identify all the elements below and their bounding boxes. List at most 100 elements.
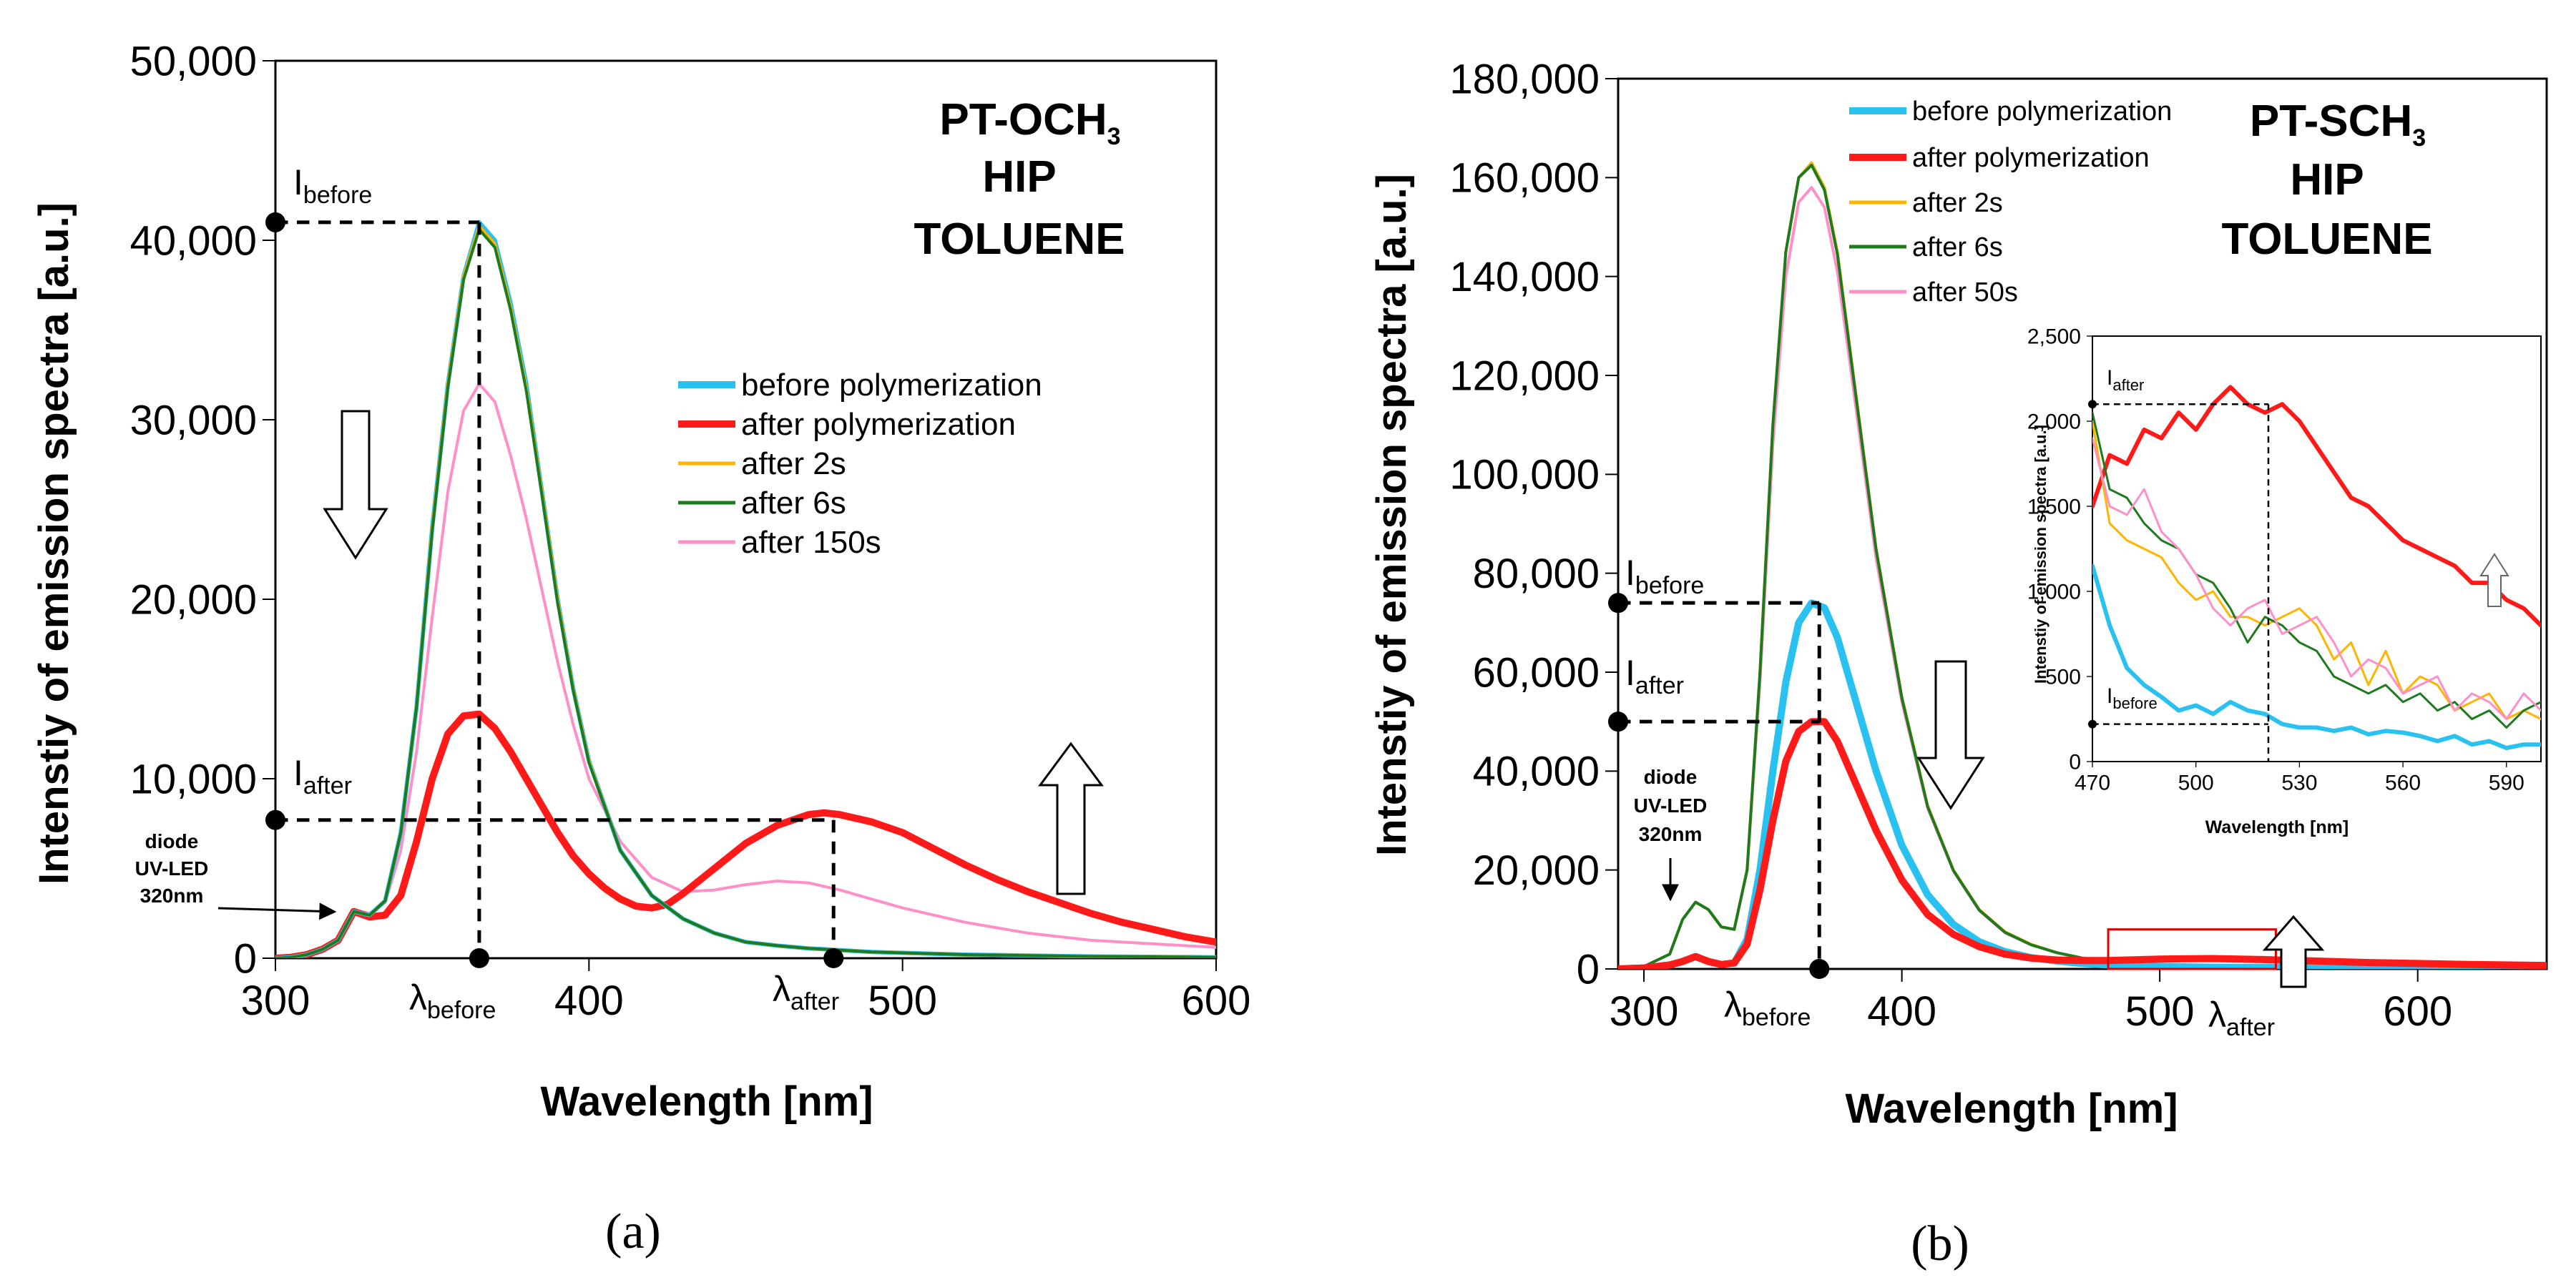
- panel-b-i-after-label: I: [1625, 653, 1635, 693]
- panel-b-i-after-dot: [1608, 712, 1628, 732]
- inset-y-tick-label: 0: [2069, 751, 2081, 774]
- svg-text:diode: diode: [1644, 766, 1698, 788]
- panel-b-x-tick-label: 400: [1867, 988, 1936, 1035]
- panel-b-legend-item-after: after polymerization: [1849, 143, 2150, 173]
- panel-b-x-tick-label: 600: [2383, 988, 2452, 1035]
- svg-text:λbefore: λbefore: [409, 978, 496, 1024]
- svg-text:after 6s: after 6s: [1912, 232, 2003, 262]
- panel-a-y-tick-label: 30,000: [130, 397, 257, 443]
- panel-a-title-line2: HIP: [982, 152, 1056, 202]
- panel-a-legend-item-150s: after 150s: [678, 525, 881, 560]
- panel-a-legend-item-before: before polymerization: [678, 368, 1042, 403]
- panel-b-plot-frame: [1617, 77, 2548, 970]
- panel-b-lambda-after-sub: after: [2226, 1014, 2275, 1041]
- panel-b-y-tick-label: 100,000: [1449, 452, 1600, 498]
- inset-x-tick-label: 560: [2385, 772, 2421, 795]
- panel-a-lambda-after-label: λ: [773, 969, 790, 1009]
- inset-y-tick-label: 500: [2045, 666, 2081, 689]
- panel-b-i-before-sub: before: [1635, 572, 1704, 599]
- svg-text:UV-LED: UV-LED: [135, 857, 209, 880]
- panel-a-y-tick-label: 10,000: [130, 756, 257, 802]
- panel-a-legend-item-6s: after 6s: [678, 486, 846, 521]
- panel-a-ylabel: Intenstiy of emission spectra [a.u.]: [31, 202, 77, 885]
- panel-b-y-tick-label: 160,000: [1449, 155, 1600, 202]
- panel-a-xlabel: Wavelength [nm]: [540, 1078, 873, 1125]
- svg-text:after polymerization: after polymerization: [1912, 143, 2150, 173]
- panel-a-lambda-after-sub: after: [790, 988, 839, 1015]
- panel-a-y-tick-label: 50,000: [130, 38, 257, 84]
- panel-a-i-before-dot: [265, 212, 285, 232]
- panel-a-series-after6s-line: [275, 227, 1216, 958]
- panel-a-diode-arrow: [217, 902, 337, 920]
- panel-b-title-line1: PT-SCH: [2250, 97, 2412, 146]
- panel-a-up-arrow: [1038, 742, 1104, 895]
- svg-text:after 150s: after 150s: [741, 525, 881, 560]
- panel-a-y-tick-label: 20,000: [130, 576, 257, 623]
- panel-b-i-before-dot: [1608, 593, 1628, 614]
- panel-b-title-line3: TOLUENE: [2221, 215, 2432, 264]
- inset-series-after6s-line: [2092, 411, 2541, 729]
- panel-b-legend-item-before: before polymerization: [1849, 97, 2172, 127]
- panel-b-y-tick-label: 20,000: [1473, 847, 1600, 894]
- panel-a-title-line1: PT-OCH: [939, 95, 1107, 144]
- svg-text:UV-LED: UV-LED: [1634, 794, 1708, 817]
- panel-a-series-after-line: [275, 710, 1216, 958]
- svg-text:after 6s: after 6s: [741, 486, 846, 521]
- panel-b-lambda-before-sub: before: [1742, 1004, 1811, 1031]
- panel-a-lambda-before-label: λ: [409, 978, 427, 1018]
- inset-series-after_late-line: [2092, 437, 2541, 720]
- inset-series-after2s-line: [2092, 420, 2541, 720]
- panel-b-y-tick-label: 140,000: [1449, 254, 1600, 300]
- inset-y-tick-label: 1,500: [2027, 496, 2081, 519]
- svg-text:320nm: 320nm: [1639, 823, 1703, 845]
- svg-text:Ibefore: Ibefore: [2107, 684, 2158, 712]
- panel-a-i-after-label: I: [293, 753, 303, 793]
- inset-i-before-label: I: [2107, 684, 2112, 708]
- panel-b-diode-label: diode UV-LED 320nm: [1634, 766, 1708, 845]
- inset-i-after-label: I: [2107, 366, 2112, 390]
- svg-text:after 2s: after 2s: [741, 446, 846, 481]
- panel-b-i-before-label: I: [1625, 553, 1635, 593]
- svg-text:λafter: λafter: [773, 969, 839, 1015]
- svg-text:before polymerization: before polymerization: [1912, 97, 2172, 127]
- panel-a-legend-item-after: after polymerization: [678, 407, 1016, 442]
- inset-x-tick-label: 530: [2281, 772, 2317, 795]
- svg-text:after polymerization: after polymerization: [741, 407, 1016, 442]
- panel-b-legend-item-50s: after 50s: [1849, 277, 2018, 307]
- svg-text:Ibefore: Ibefore: [293, 162, 372, 209]
- panel-a-x-tick-label: 400: [554, 978, 624, 1024]
- inset-y-tick-label: 2,000: [2027, 410, 2081, 434]
- panel-a-title-subscript: 3: [1107, 123, 1121, 150]
- panel-a-y-tick-label: 40,000: [130, 217, 257, 264]
- inset-i-after-sub: after: [2112, 376, 2144, 394]
- panel-b-up-arrow: [2262, 915, 2325, 988]
- panel-a-legend: before polymerization after polymerizati…: [678, 368, 1042, 560]
- inset-series-before-line: [2092, 563, 2541, 750]
- panel-a-i-after-dot: [265, 809, 285, 830]
- panel-b-x-tick-label: 500: [2125, 988, 2195, 1035]
- svg-text:diode: diode: [145, 830, 199, 852]
- panel-a-lambda-before-sub: before: [427, 997, 496, 1024]
- panel-b-y-tick-label: 180,000: [1449, 56, 1600, 102]
- panel-a-caption: (a): [605, 1204, 661, 1259]
- panel-b-y-tick-label: 80,000: [1473, 551, 1600, 597]
- panel-a-diode-label: diode UV-LED 320nm: [135, 830, 209, 907]
- svg-text:before polymerization: before polymerization: [741, 368, 1042, 403]
- panel-b-lambda-after-label: λ: [2208, 995, 2226, 1035]
- inset-i-after-dot: [2088, 400, 2097, 409]
- panel-b-y-tick-label: 0: [1577, 946, 1600, 993]
- panel-a-plot-area: 0 10,000 20,000 30,000 40,000 50,000 300 400 500…: [130, 38, 1251, 1024]
- panel-a-i-before-sub: before: [303, 182, 372, 209]
- panel-b-i-after-sub: after: [1635, 672, 1684, 699]
- panel-a-x-tick-label: 300: [241, 978, 310, 1024]
- svg-text:320nm: 320nm: [140, 885, 204, 907]
- svg-text:Iafter: Iafter: [1625, 653, 1684, 699]
- panel-b-down-arrow: [1916, 660, 1985, 810]
- panel-a-x-tick-label: 500: [868, 978, 937, 1024]
- svg-text:Ibefore: Ibefore: [1625, 553, 1704, 599]
- inset-x-tick-label: 470: [2075, 772, 2110, 795]
- svg-text:after 2s: after 2s: [1912, 188, 2003, 218]
- inset-x-tick-label: 500: [2178, 772, 2214, 795]
- inset-xlabel: Wavelength [nm]: [2205, 817, 2349, 837]
